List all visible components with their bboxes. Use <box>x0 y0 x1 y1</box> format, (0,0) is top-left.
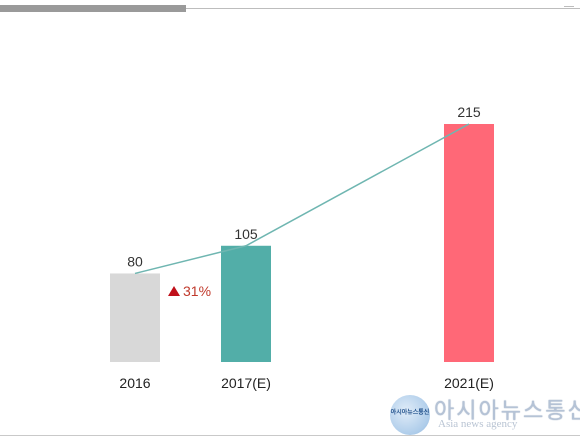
bar-2016 <box>110 273 160 362</box>
growth-annotation: 31% <box>168 283 211 299</box>
value-label: 80 <box>127 253 143 269</box>
watermark-badge-text: 아시아뉴스통신 <box>390 410 430 416</box>
trend-line-group <box>134 123 470 275</box>
header-accent-bar <box>0 5 186 12</box>
x-tick-label: 2017(E) <box>221 375 271 391</box>
header-rule <box>186 8 580 9</box>
trend-line <box>134 123 470 275</box>
bars-group <box>110 124 494 362</box>
globe-logo-icon <box>390 395 430 435</box>
watermark-subtitle: Asia news agency <box>438 418 518 430</box>
x-tick-labels-group: 2016 2017(E) 2021(E) <box>119 375 493 391</box>
value-label: 215 <box>457 104 481 120</box>
bar-2021(E) <box>444 124 494 362</box>
value-label: 105 <box>234 226 258 242</box>
up-triangle-icon <box>168 286 180 296</box>
header-corner-mark <box>564 0 574 7</box>
bar-2017(E) <box>221 245 271 362</box>
growth-annotation-text: 31% <box>183 283 211 299</box>
value-labels-group: 80 105 215 <box>127 104 481 269</box>
x-tick-label: 2021(E) <box>444 375 494 391</box>
x-tick-label: 2016 <box>119 375 150 391</box>
watermark: 아시아뉴스통신 아시아뉴스통신 Asia news agency <box>390 393 580 437</box>
watermark-title: 아시아뉴스통신 <box>434 398 580 423</box>
footer-rule <box>0 435 580 436</box>
